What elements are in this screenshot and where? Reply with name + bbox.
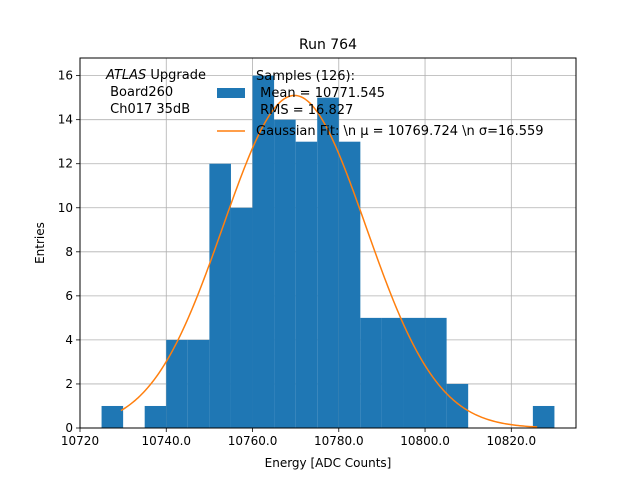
atlas-upgrade: Upgrade [146, 68, 206, 83]
atlas-annotation-line1: ATLAS Upgrade [105, 68, 206, 83]
histogram-bar [532, 405, 555, 428]
x-tick-label: 10820.0 [486, 434, 536, 448]
atlas-italic: ATLAS [105, 68, 146, 83]
histogram-bar [209, 163, 231, 428]
histogram-bar [425, 317, 447, 428]
y-tick-label: 4 [65, 333, 73, 347]
x-tick-label: 10780.0 [314, 434, 364, 448]
legend-samples-line1: Samples (126): [256, 69, 355, 84]
y-tick-label: 6 [65, 289, 73, 303]
x-tick-label: 10720 [61, 434, 99, 448]
histogram-bars [101, 75, 555, 429]
y-tick-label: 12 [58, 157, 73, 171]
histogram-bar [101, 405, 124, 428]
histogram-bar [274, 119, 296, 429]
histogram-bar [166, 339, 188, 428]
y-axis-ticks: 0 2 4 6 8 10 12 14 16 [58, 69, 80, 435]
histogram-bar [230, 207, 253, 428]
legend-fit-label: Gaussian Fit: \n μ = 10769.724 \n σ=16.5… [256, 124, 544, 139]
y-tick-label: 10 [58, 201, 73, 215]
x-axis-ticks: 10720 10740.0 10760.0 10780.0 10800.0 10820.0 [61, 428, 536, 448]
y-tick-label: 8 [65, 245, 73, 259]
histogram-bar [446, 383, 469, 428]
x-tick-label: 10800.0 [400, 434, 450, 448]
legend: Samples (126): Mean = 10771.545 RMS = 16… [217, 69, 544, 139]
x-axis-label: Energy [ADC Counts] [265, 456, 392, 470]
histogram-bar [295, 141, 318, 428]
y-tick-label: 14 [58, 113, 73, 127]
atlas-annotation-line3: Ch017 35dB [106, 102, 190, 117]
y-tick-label: 2 [65, 377, 73, 391]
legend-samples-line2: Mean = 10771.545 [256, 86, 385, 101]
plot-frame [79, 57, 577, 429]
atlas-annotation-line2: Board260 [106, 85, 173, 100]
histogram-bar [187, 339, 210, 428]
gaussian-fit-curve [120, 94, 538, 428]
x-tick-label: 10760.0 [228, 434, 278, 448]
histogram-bar [381, 317, 404, 428]
y-axis-label: Entries [33, 222, 47, 264]
legend-swatch-samples [217, 88, 245, 98]
y-tick-label: 0 [65, 421, 73, 435]
x-tick-label: 10740.0 [141, 434, 191, 448]
histogram-bar [144, 405, 167, 428]
histogram-bar [317, 97, 339, 429]
histogram-bar [252, 75, 275, 428]
legend-samples-line3: RMS = 16.827 [256, 103, 353, 118]
y-tick-label: 16 [58, 69, 73, 83]
histogram-bar [403, 317, 426, 428]
histogram-bar [360, 317, 382, 428]
chart-title: Run 764 [299, 37, 357, 53]
histogram-bar [338, 141, 361, 428]
